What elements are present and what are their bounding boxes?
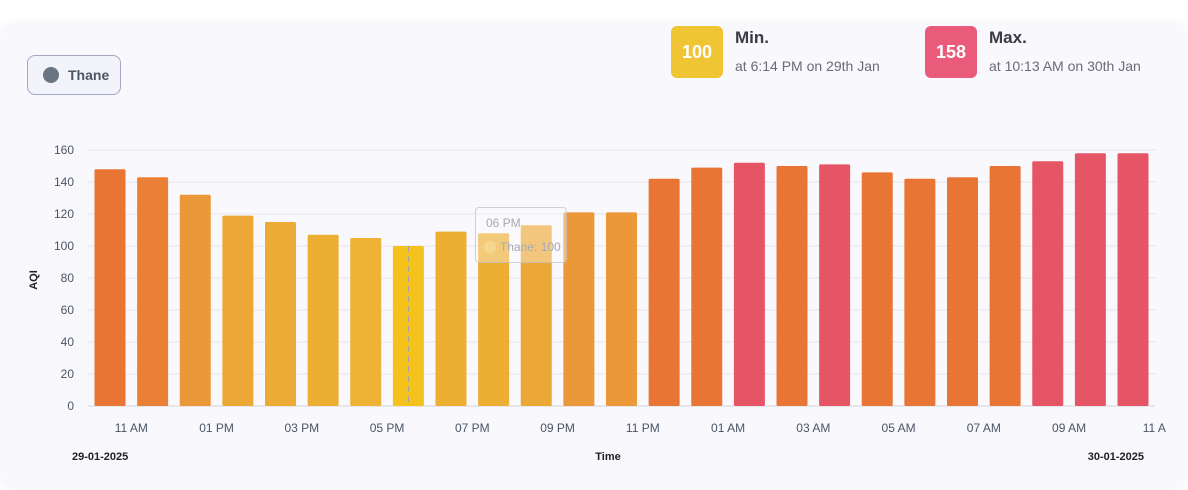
x-tick-label: 07 AM [967,421,1001,435]
bar-14[interactable] [691,167,723,406]
bar-20[interactable] [947,177,978,406]
min-aqi-title: Min. [735,28,769,47]
y-tick-label: 40 [61,335,75,349]
bar-5[interactable] [307,234,339,406]
bar-19[interactable] [904,178,936,406]
y-axis-title: AQI [28,270,40,290]
y-tick-label: 140 [54,175,74,189]
x-tick-label: 05 AM [882,421,916,435]
x-tick-label: 03 AM [796,421,830,435]
bar-0[interactable] [94,169,126,406]
min-aqi-stat: 100 Min. at 6:14 PM on 29th Jan [671,26,880,78]
location-chip-thane[interactable]: Thane [27,55,121,95]
bar-15[interactable] [733,162,765,406]
x-axis-title: Time [595,451,620,463]
bar-11[interactable] [563,212,595,406]
min-aqi-badge: 100 [671,26,723,78]
bar-2[interactable] [179,194,211,406]
x-tick-label: 11 AM [115,421,148,435]
y-tick-label: 120 [54,207,74,221]
max-aqi-title: Max. [989,28,1027,47]
location-label: Thane [68,67,110,83]
date-end-label: 30-01-2025 [1088,451,1144,463]
max-aqi-time: at 10:13 AM on 30th Jan [989,58,1141,74]
bar-23[interactable] [1074,153,1106,406]
y-tick-label: 60 [61,303,75,317]
bar-6[interactable] [350,238,382,406]
min-aqi-time: at 6:14 PM on 29th Jan [735,58,880,74]
y-tick-label: 20 [61,367,75,381]
y-tick-label: 160 [54,143,74,157]
x-tick-label: 11 PM [626,421,660,435]
bar-1[interactable] [137,177,169,406]
bar-21[interactable] [989,166,1021,406]
bar-9[interactable] [478,233,510,406]
x-tick-label: 05 PM [370,421,405,435]
bar-8[interactable] [435,231,467,406]
date-start-label: 29-01-2025 [72,451,128,463]
bar-16[interactable] [776,166,808,406]
x-tick-label: 01 AM [711,421,745,435]
x-tick-label: 03 PM [284,421,319,435]
bar-10[interactable] [520,225,552,406]
max-aqi-stat: 158 Max. at 10:13 AM on 30th Jan [925,26,1141,78]
x-tick-label: 07 PM [455,421,490,435]
bar-3[interactable] [222,215,254,406]
bar-4[interactable] [265,222,296,406]
bar-24[interactable] [1117,153,1149,406]
location-dot-icon [43,67,59,83]
bar-12[interactable] [606,212,637,406]
x-tick-label: 09 PM [540,421,575,435]
x-tick-label: 01 PM [199,421,234,435]
bar-17[interactable] [819,164,851,406]
max-aqi-badge: 158 [925,26,977,78]
y-tick-label: 80 [61,271,75,285]
y-tick-label: 0 [67,399,74,413]
x-tick-label: 09 AM [1052,421,1086,435]
bars [94,153,1149,406]
bar-13[interactable] [648,178,680,406]
bar-22[interactable] [1032,161,1064,406]
axis-labels: 0 20 40 60 80 100 120 140 160 11 AM 01 PM 03 PM 05 P… [54,143,1166,435]
x-tick-label: 11 A [1143,421,1166,435]
bar-18[interactable] [861,172,893,406]
y-tick-label: 100 [54,239,74,253]
